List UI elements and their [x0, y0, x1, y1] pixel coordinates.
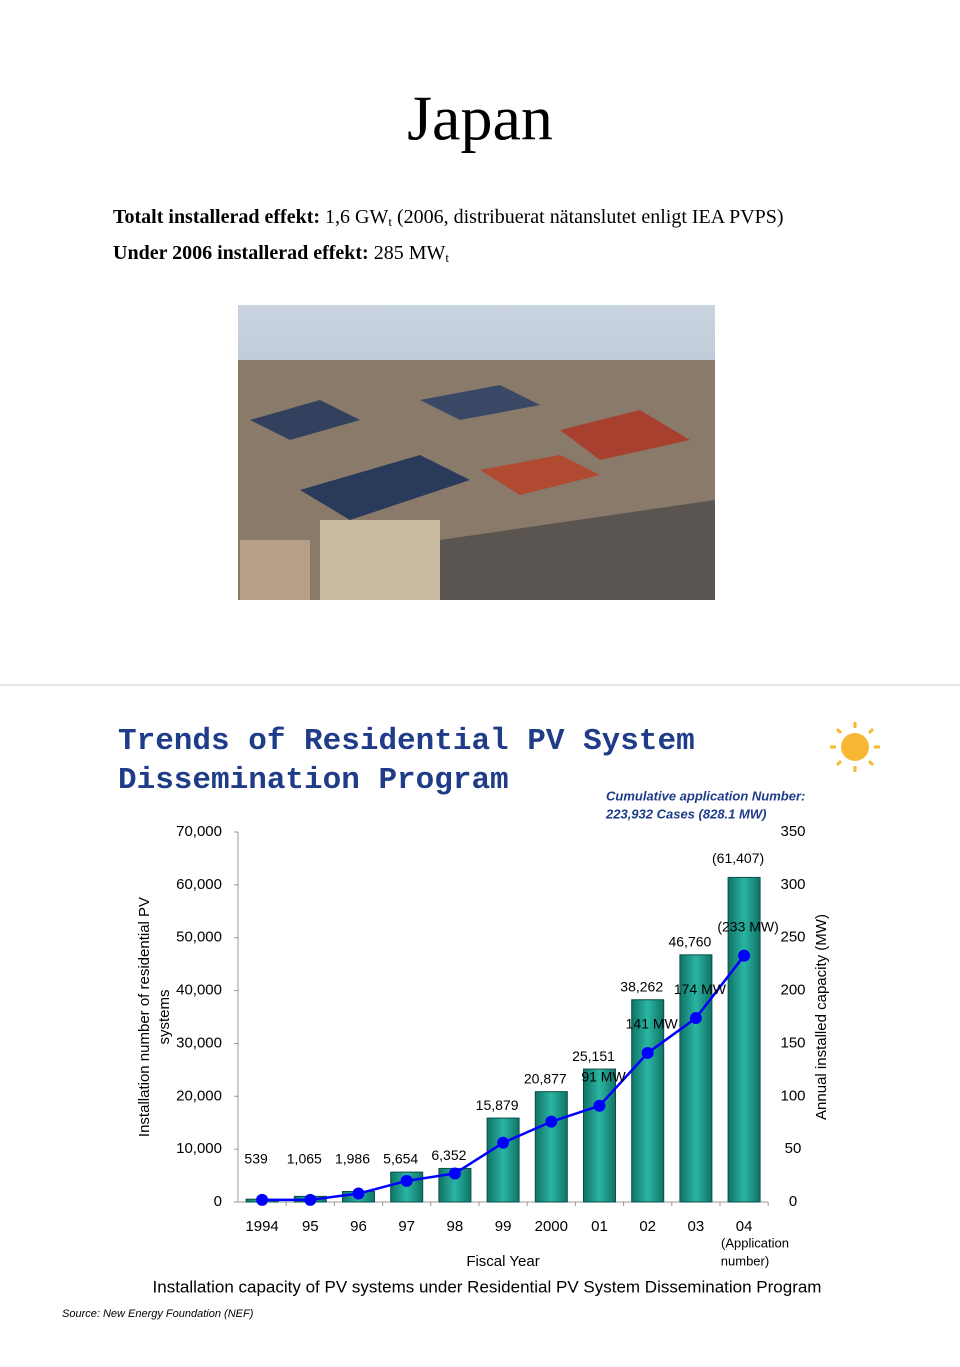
y-tick-label: 30,000 — [176, 1034, 222, 1051]
x-tick-label: 01 — [591, 1218, 608, 1235]
bar — [534, 1091, 568, 1203]
y2-tick-label: 0 — [789, 1193, 797, 1210]
info-line: Totalt installerad effekt: 1,6 GWt (2006… — [113, 206, 784, 233]
x-tick-label: 96 — [350, 1218, 367, 1235]
bar — [679, 954, 713, 1203]
line-marker — [304, 1193, 317, 1206]
data-label: 15,879 — [476, 1097, 519, 1113]
data-label: 1,065 — [287, 1151, 322, 1167]
x-tick-label: 98 — [447, 1218, 464, 1235]
source: Source: New Energy Foundation (NEF) — [62, 1308, 254, 1320]
annotation: Cumulative application Number: — [606, 788, 805, 803]
info-line: Under 2006 installerad effekt: 285 MWt — [113, 242, 449, 265]
data-label: 38,262 — [620, 978, 663, 994]
y2-tick-label: 350 — [780, 823, 805, 840]
page-title: Japan — [407, 83, 553, 154]
data-label: 5,654 — [383, 1151, 418, 1167]
y2-axis-label: Annual installed capacity (MW) — [813, 914, 830, 1120]
chart-title: Trends of Residential PV System — [118, 724, 695, 759]
y2-tick-label: 200 — [780, 982, 805, 999]
caption: Installation capacity of PV systems unde… — [153, 1277, 822, 1296]
y2-tick-label: 150 — [780, 1034, 805, 1051]
data-label: 25,151 — [572, 1048, 615, 1064]
y-tick-label: 10,000 — [176, 1140, 222, 1157]
y2-tick-label: 50 — [785, 1140, 802, 1157]
y2-tick-label: 100 — [780, 1087, 805, 1104]
data-label: 539 — [244, 1151, 268, 1167]
annotation: 223,932 Cases (828.1 MW) — [605, 806, 766, 821]
category-note: (Application — [721, 1235, 789, 1250]
line-marker — [641, 1046, 654, 1059]
data-label: 91 MW — [581, 1069, 626, 1085]
line-marker — [689, 1012, 702, 1025]
x-tick-label: 03 — [688, 1218, 705, 1235]
data-label: 141 MW — [626, 1016, 679, 1032]
y-axis-label: systems — [156, 989, 173, 1044]
line-marker — [256, 1193, 269, 1206]
x-axis-label: Fiscal Year — [466, 1253, 539, 1270]
x-tick-label: 04 — [736, 1218, 753, 1235]
data-label: 20,877 — [524, 1070, 567, 1086]
data-label: 174 MW — [674, 981, 727, 997]
line-marker — [497, 1136, 510, 1149]
bar — [727, 876, 761, 1203]
chart-title: Dissemination Program — [118, 763, 509, 798]
bar — [486, 1117, 520, 1203]
x-tick-label: 1994 — [245, 1218, 278, 1235]
x-tick-label: 02 — [639, 1218, 656, 1235]
y-tick-label: 60,000 — [176, 876, 222, 893]
line-marker — [593, 1099, 606, 1112]
y2-tick-label: 300 — [780, 876, 805, 893]
sun-icon — [830, 722, 880, 772]
bar — [583, 1068, 616, 1203]
data-label: (233 MW) — [717, 918, 778, 934]
y-tick-label: 70,000 — [176, 823, 222, 840]
line-marker — [448, 1167, 461, 1180]
y-tick-label: 40,000 — [176, 982, 222, 999]
data-label: 6,352 — [431, 1147, 466, 1163]
line-marker — [352, 1187, 365, 1200]
y-tick-label: 50,000 — [176, 929, 222, 946]
x-tick-label: 2000 — [535, 1218, 568, 1235]
data-label: 46,760 — [668, 934, 711, 950]
bar — [631, 999, 665, 1203]
y-tick-label: 0 — [214, 1193, 222, 1210]
y-axis-label: Installation number of residential PV — [136, 897, 153, 1137]
photo — [238, 305, 715, 600]
category-note: number) — [721, 1253, 769, 1268]
line-marker — [400, 1174, 413, 1187]
y2-tick-label: 250 — [780, 929, 805, 946]
x-tick-label: 97 — [398, 1218, 415, 1235]
x-tick-label: 99 — [495, 1218, 512, 1235]
data-label: (61,407) — [712, 850, 764, 866]
data-label: 1,986 — [335, 1151, 370, 1167]
line-marker — [545, 1115, 558, 1128]
y-tick-label: 20,000 — [176, 1087, 222, 1104]
x-tick-label: 95 — [302, 1218, 319, 1235]
line-marker — [738, 949, 751, 962]
